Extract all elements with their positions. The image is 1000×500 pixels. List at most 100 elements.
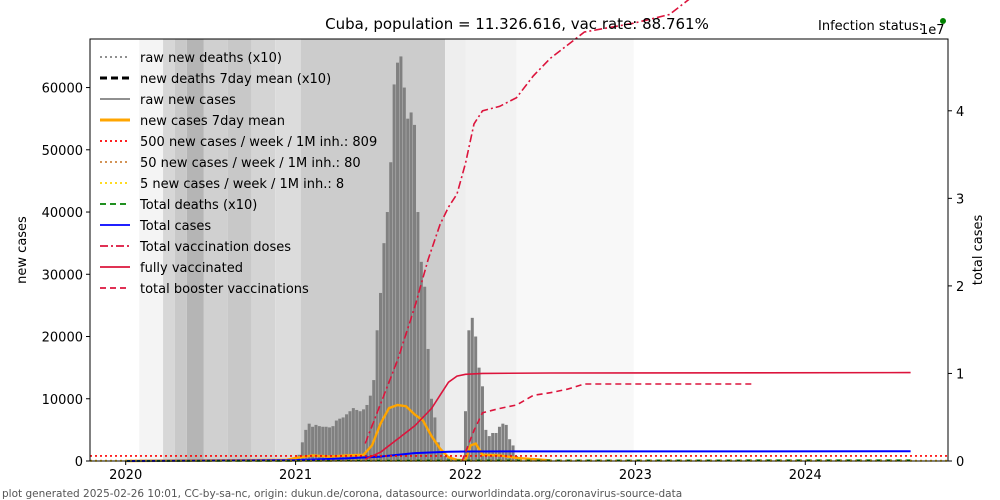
new-cases-bar (328, 427, 332, 461)
new-cases-bar (389, 162, 393, 461)
infection-status-label: Infection status: (818, 19, 923, 34)
background-band (516, 39, 634, 461)
new-cases-bar (345, 414, 349, 461)
legend-label: Total vaccination doses (139, 240, 291, 255)
legend-label: new cases 7day mean (140, 114, 285, 129)
new-cases-bar (511, 445, 515, 461)
y-right-tick-label: 2 (956, 280, 964, 295)
legend-label: raw new deaths (x10) (140, 51, 282, 66)
new-cases-bar (375, 330, 379, 461)
new-cases-bar (314, 424, 318, 461)
legend-label: 50 new cases / week / 1M inh.: 80 (140, 156, 361, 171)
background-band (275, 39, 301, 461)
x-tick-label: 2022 (449, 468, 482, 483)
new-cases-bar (406, 118, 410, 461)
new-cases-bar (396, 62, 400, 461)
x-tick-label: 2021 (279, 468, 312, 483)
new-cases-bar (362, 409, 366, 461)
background-band (139, 39, 164, 461)
new-cases-bar (392, 84, 396, 461)
new-cases-bar (379, 292, 383, 461)
legend-label: new deaths 7day mean (x10) (140, 72, 331, 87)
y-left-tick-label: 20000 (42, 331, 83, 346)
new-cases-bar (372, 380, 376, 461)
new-cases-bar (300, 442, 304, 461)
infection-status-dot (940, 18, 946, 24)
right-axis-multiplier: 1e7 (920, 23, 945, 38)
new-cases-bar (351, 408, 355, 461)
new-cases-bar (338, 418, 342, 461)
legend-label: 5 new cases / week / 1M inh.: 8 (140, 177, 344, 192)
new-cases-bar (416, 212, 420, 461)
new-cases-bar (382, 243, 386, 461)
new-cases-bar (413, 124, 417, 462)
new-cases-bar (331, 426, 335, 461)
background-band (445, 39, 466, 461)
y-right-tick-label: 0 (956, 455, 964, 470)
new-cases-bar (484, 429, 488, 461)
new-cases-bar (402, 87, 406, 461)
background-band (203, 39, 228, 461)
fully-vaccinated-line (364, 371, 911, 460)
chart-title: Cuba, population = 11.326.616, vac rate:… (325, 15, 709, 33)
x-tick-label: 2024 (789, 468, 822, 483)
background-band (174, 39, 187, 461)
background-band (186, 39, 204, 461)
y-left-tick-label: 0 (75, 455, 83, 470)
new-cases-bar (311, 426, 315, 461)
y-left-tick-label: 10000 (42, 393, 83, 408)
new-cases-bar (348, 411, 352, 461)
footer-credit: plot generated 2025-02-26 10:01, CC-by-s… (2, 488, 682, 500)
new-cases-bar (491, 432, 495, 461)
y-right-tick-label: 3 (956, 192, 964, 207)
new-cases-bar (334, 420, 338, 461)
x-tick-label: 2023 (619, 468, 652, 483)
x-tick-label: 2020 (109, 468, 142, 483)
new-cases-bar (480, 386, 484, 461)
x-axis: 2020 2021 2022 2023 2024 (109, 461, 822, 483)
new-cases-bar (419, 261, 423, 461)
new-cases-bar (430, 398, 434, 461)
new-cases-bar (341, 417, 345, 461)
new-cases-bar (304, 429, 308, 461)
new-cases-bar (358, 411, 362, 461)
new-cases-bar (443, 456, 447, 461)
new-cases-bar (508, 439, 512, 461)
legend-label: total booster vaccinations (140, 282, 309, 297)
new-cases-bar (504, 424, 508, 461)
new-cases-bar (423, 286, 427, 461)
new-cases-bar (446, 457, 450, 461)
new-cases-bar (501, 423, 505, 461)
y-axis-right: 0 1 2 3 4 (948, 105, 964, 470)
y-axis-right-label: total cases (971, 215, 986, 286)
background-band (465, 39, 517, 461)
y-left-tick-label: 60000 (42, 82, 83, 97)
legend-label: Total deaths (x10) (139, 198, 257, 213)
legend-label: 500 new cases / week / 1M inh.: 809 (140, 135, 377, 150)
y-right-tick-label: 1 (956, 367, 964, 382)
background-band (251, 39, 276, 461)
new-cases-bar (497, 426, 501, 461)
y-axis-left-label: new cases (15, 216, 30, 284)
new-cases-bar (385, 212, 389, 461)
new-cases-bar (317, 426, 321, 461)
legend: raw new deaths (x10) new deaths 7day mean… (100, 51, 377, 297)
new-cases-bar (307, 423, 311, 461)
legend-label: fully vaccinated (140, 261, 243, 276)
new-cases-bar (474, 336, 478, 461)
y-left-tick-label: 40000 (42, 206, 83, 221)
y-right-tick-label: 4 (956, 105, 964, 120)
total-booster-vaccinations-line (461, 383, 755, 462)
new-cases-bar (487, 436, 491, 461)
new-cases-bar (355, 409, 359, 461)
legend-label: Total cases (139, 219, 211, 234)
background-band (227, 39, 252, 461)
plot-frame (89, 38, 949, 462)
new-cases-bar (399, 56, 403, 461)
new-cases-bar (463, 411, 467, 461)
total-cases-line (125, 450, 911, 462)
y-left-tick-label: 30000 (42, 268, 83, 283)
new-cases-bar (321, 426, 325, 461)
new-cases-bar (365, 404, 369, 461)
